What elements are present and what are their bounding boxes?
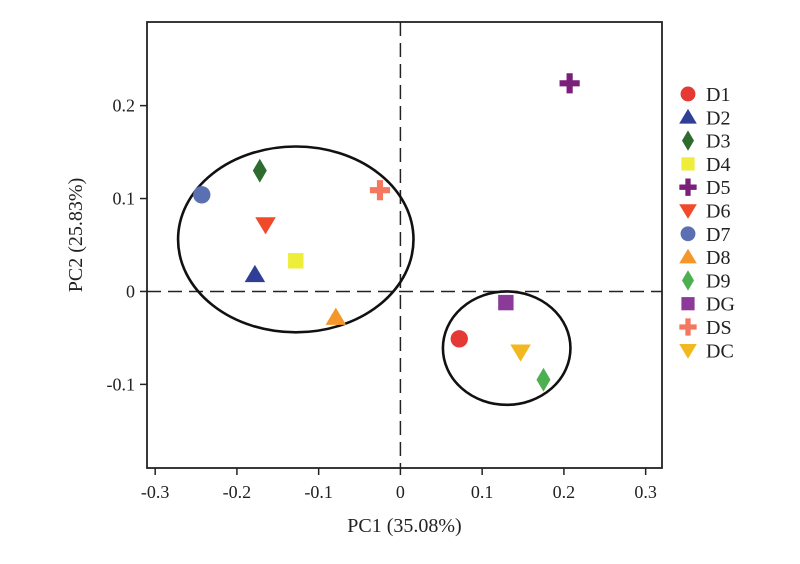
- legend-label: D9: [706, 270, 730, 292]
- legend-item-d6: D6: [679, 201, 730, 223]
- legend-marker-ds: [679, 318, 697, 336]
- legend-marker-d1: [680, 86, 696, 102]
- point-d7: [193, 186, 211, 204]
- cluster-ellipse-2: [441, 290, 572, 407]
- x-axis-title: PC1 (35.08%): [347, 515, 461, 537]
- x-tick-label: -0.3: [141, 482, 170, 502]
- x-tick-label: 0.3: [634, 482, 657, 502]
- point-d3: [252, 158, 267, 183]
- point-dg: [498, 294, 514, 311]
- plot-area: [146, 21, 663, 469]
- legend-item-dg: DG: [681, 294, 735, 316]
- legend-marker-d3: [682, 130, 694, 151]
- legend-marker-d2: [679, 108, 697, 124]
- legend-marker-d9: [682, 270, 694, 291]
- legend-marker-d7: [680, 226, 696, 242]
- y-tick-label: 0: [126, 281, 135, 301]
- x-tick-label: 0: [396, 482, 405, 502]
- point-d2: [244, 264, 266, 283]
- y-axis-title: PC2 (25.83%): [65, 178, 87, 292]
- legend-marker-d8: [679, 248, 697, 264]
- legend-label: D8: [706, 247, 730, 269]
- legend-item-d8: D8: [679, 247, 730, 269]
- legend-label: D4: [706, 154, 730, 176]
- y-tick-label: 0.2: [113, 96, 136, 116]
- legend-item-d7: D7: [680, 224, 730, 246]
- y-axis: -0.1 0 0.1 0.2: [107, 96, 147, 394]
- legend-marker-d5: [679, 178, 697, 196]
- legend-marker-dc: [679, 344, 697, 359]
- legend-item-ds: DS: [679, 317, 732, 339]
- legend-label: D6: [706, 201, 730, 223]
- legend-item-d1: D1: [680, 84, 730, 106]
- plot-frame: [146, 21, 663, 469]
- legend-item-d4: D4: [681, 154, 730, 176]
- legend-item-d3: D3: [682, 130, 730, 153]
- legend-item-dc: DC: [679, 340, 734, 362]
- point-d4: [288, 253, 304, 269]
- legend-label: D1: [706, 84, 730, 106]
- legend-label: D5: [706, 177, 730, 199]
- x-tick-label: -0.1: [304, 482, 333, 502]
- legend-marker-d4: [681, 157, 695, 171]
- legend-label: DS: [706, 317, 732, 339]
- x-tick-label: 0.2: [553, 482, 576, 502]
- point-d6: [255, 217, 276, 235]
- y-tick-label: 0.1: [113, 189, 136, 209]
- legend-label: D2: [706, 107, 730, 129]
- point-d5: [559, 73, 580, 94]
- x-tick-label: 0.1: [471, 482, 494, 502]
- point-dc: [510, 344, 531, 362]
- legend-marker-d6: [679, 204, 697, 219]
- legend-marker-dg: [681, 297, 695, 311]
- y-tick-label: -0.1: [107, 374, 136, 394]
- legend-label: DC: [706, 340, 734, 362]
- legend-label: D3: [706, 131, 730, 153]
- x-tick-label: -0.2: [223, 482, 252, 502]
- cluster-ellipse-1: [176, 145, 415, 334]
- x-axis: -0.3 -0.2 -0.1 0 0.1 0.2 0.3: [141, 468, 657, 502]
- point-d1: [450, 330, 468, 348]
- legend-item-d5: D5: [679, 177, 730, 199]
- legend-item-d2: D2: [679, 107, 730, 129]
- point-ds: [369, 180, 391, 201]
- point-d8: [325, 307, 347, 325]
- legend-label: D7: [706, 224, 730, 246]
- point-d9: [536, 367, 551, 392]
- legend-label: DG: [706, 294, 735, 316]
- legend-item-d9: D9: [682, 270, 730, 292]
